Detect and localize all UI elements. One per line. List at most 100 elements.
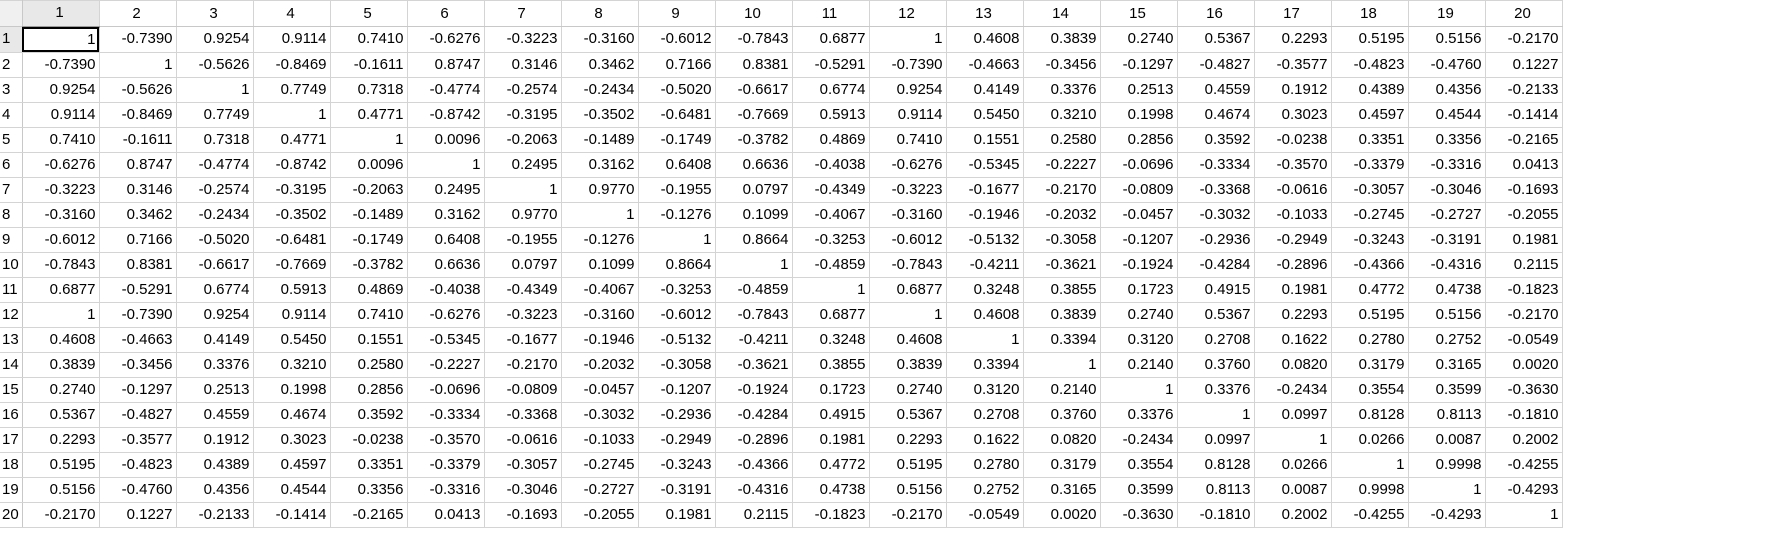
cell-r13-c4[interactable]: 0.5450 xyxy=(253,327,331,353)
cell-r7-c6[interactable]: 0.2495 xyxy=(407,177,485,203)
cell-r5-c7[interactable]: -0.2063 xyxy=(484,127,562,153)
cell-r9-c14[interactable]: -0.3058 xyxy=(1023,227,1101,253)
row-header-10[interactable]: 10 xyxy=(0,252,23,278)
cell-r15-c11[interactable]: 0.1723 xyxy=(792,377,870,403)
row-header-2[interactable]: 2 xyxy=(0,52,23,78)
column-header-11[interactable]: 11 xyxy=(792,0,870,27)
cell-r7-c1[interactable]: -0.3223 xyxy=(22,177,100,203)
cell-r15-c15[interactable]: 1 xyxy=(1100,377,1178,403)
cell-r15-c2[interactable]: -0.1297 xyxy=(99,377,177,403)
cell-r15-c7[interactable]: -0.0809 xyxy=(484,377,562,403)
cell-r8-c20[interactable]: -0.2055 xyxy=(1485,202,1563,228)
cell-r4-c20[interactable]: -0.1414 xyxy=(1485,102,1563,128)
cell-r7-c12[interactable]: -0.3223 xyxy=(869,177,947,203)
cell-r1-c8[interactable]: -0.3160 xyxy=(561,26,639,53)
cell-r13-c18[interactable]: 0.2780 xyxy=(1331,327,1409,353)
cell-r4-c15[interactable]: 0.1998 xyxy=(1100,102,1178,128)
cell-r10-c6[interactable]: 0.6636 xyxy=(407,252,485,278)
column-header-12[interactable]: 12 xyxy=(869,0,947,27)
row-header-17[interactable]: 17 xyxy=(0,427,23,453)
cell-r13-c5[interactable]: 0.1551 xyxy=(330,327,408,353)
cell-r4-c19[interactable]: 0.4544 xyxy=(1408,102,1486,128)
column-header-15[interactable]: 15 xyxy=(1100,0,1178,27)
cell-r10-c15[interactable]: -0.1924 xyxy=(1100,252,1178,278)
cell-r3-c19[interactable]: 0.4356 xyxy=(1408,77,1486,103)
cell-r17-c19[interactable]: 0.0087 xyxy=(1408,427,1486,453)
cell-r20-c8[interactable]: -0.2055 xyxy=(561,502,639,528)
cell-r4-c3[interactable]: 0.7749 xyxy=(176,102,254,128)
cell-r12-c7[interactable]: -0.3223 xyxy=(484,302,562,328)
cell-r12-c11[interactable]: 0.6877 xyxy=(792,302,870,328)
cell-r5-c5[interactable]: 1 xyxy=(330,127,408,153)
cell-r11-c16[interactable]: 0.4915 xyxy=(1177,277,1255,303)
column-header-9[interactable]: 9 xyxy=(638,0,716,27)
row-header-14[interactable]: 14 xyxy=(0,352,23,378)
cell-r8-c19[interactable]: -0.2727 xyxy=(1408,202,1486,228)
cell-r6-c18[interactable]: -0.3379 xyxy=(1331,152,1409,178)
cell-r19-c5[interactable]: 0.3356 xyxy=(330,477,408,503)
cell-r5-c20[interactable]: -0.2165 xyxy=(1485,127,1563,153)
cell-r7-c11[interactable]: -0.4349 xyxy=(792,177,870,203)
cell-r15-c1[interactable]: 0.2740 xyxy=(22,377,100,403)
cell-r4-c13[interactable]: 0.5450 xyxy=(946,102,1024,128)
cell-r5-c2[interactable]: -0.1611 xyxy=(99,127,177,153)
cell-r8-c5[interactable]: -0.1489 xyxy=(330,202,408,228)
cell-r9-c10[interactable]: 0.8664 xyxy=(715,227,793,253)
cell-r5-c15[interactable]: 0.2856 xyxy=(1100,127,1178,153)
cell-r3-c11[interactable]: 0.6774 xyxy=(792,77,870,103)
cell-r1-c2[interactable]: -0.7390 xyxy=(99,26,177,53)
cell-r10-c19[interactable]: -0.4316 xyxy=(1408,252,1486,278)
cell-r20-c14[interactable]: 0.0020 xyxy=(1023,502,1101,528)
cell-r18-c8[interactable]: -0.2745 xyxy=(561,452,639,478)
cell-r1-c6[interactable]: -0.6276 xyxy=(407,26,485,53)
cell-r18-c17[interactable]: 0.0266 xyxy=(1254,452,1332,478)
cell-r1-c11[interactable]: 0.6877 xyxy=(792,26,870,53)
cell-r4-c12[interactable]: 0.9114 xyxy=(869,102,947,128)
cell-r2-c5[interactable]: -0.1611 xyxy=(330,52,408,78)
cell-r14-c14[interactable]: 1 xyxy=(1023,352,1101,378)
cell-r5-c12[interactable]: 0.7410 xyxy=(869,127,947,153)
cell-r19-c1[interactable]: 0.5156 xyxy=(22,477,100,503)
cell-r2-c13[interactable]: -0.4663 xyxy=(946,52,1024,78)
cell-r15-c9[interactable]: -0.1207 xyxy=(638,377,716,403)
cell-r11-c14[interactable]: 0.3855 xyxy=(1023,277,1101,303)
cell-r6-c16[interactable]: -0.3334 xyxy=(1177,152,1255,178)
cell-r20-c18[interactable]: -0.4255 xyxy=(1331,502,1409,528)
cell-r14-c7[interactable]: -0.2170 xyxy=(484,352,562,378)
cell-r1-c20[interactable]: -0.2170 xyxy=(1485,26,1563,53)
cell-r14-c13[interactable]: 0.3394 xyxy=(946,352,1024,378)
column-header-10[interactable]: 10 xyxy=(715,0,793,27)
cell-r17-c4[interactable]: 0.3023 xyxy=(253,427,331,453)
cell-r9-c9[interactable]: 1 xyxy=(638,227,716,253)
cell-r16-c19[interactable]: 0.8113 xyxy=(1408,402,1486,428)
cell-r16-c15[interactable]: 0.3376 xyxy=(1100,402,1178,428)
cell-r18-c2[interactable]: -0.4823 xyxy=(99,452,177,478)
cell-r3-c1[interactable]: 0.9254 xyxy=(22,77,100,103)
cell-r17-c17[interactable]: 1 xyxy=(1254,427,1332,453)
cell-r13-c17[interactable]: 0.1622 xyxy=(1254,327,1332,353)
cell-r20-c7[interactable]: -0.1693 xyxy=(484,502,562,528)
column-header-7[interactable]: 7 xyxy=(484,0,562,27)
cell-r5-c4[interactable]: 0.4771 xyxy=(253,127,331,153)
cell-r1-c17[interactable]: 0.2293 xyxy=(1254,26,1332,53)
cell-r20-c10[interactable]: 0.2115 xyxy=(715,502,793,528)
cell-r11-c1[interactable]: 0.6877 xyxy=(22,277,100,303)
cell-r9-c1[interactable]: -0.6012 xyxy=(22,227,100,253)
cell-r14-c10[interactable]: -0.3621 xyxy=(715,352,793,378)
cell-r15-c6[interactable]: -0.0696 xyxy=(407,377,485,403)
cell-r18-c20[interactable]: -0.4255 xyxy=(1485,452,1563,478)
cell-r20-c19[interactable]: -0.4293 xyxy=(1408,502,1486,528)
cell-r12-c8[interactable]: -0.3160 xyxy=(561,302,639,328)
cell-r17-c6[interactable]: -0.3570 xyxy=(407,427,485,453)
cell-r5-c11[interactable]: 0.4869 xyxy=(792,127,870,153)
cell-r19-c11[interactable]: 0.4738 xyxy=(792,477,870,503)
cell-r12-c19[interactable]: 0.5156 xyxy=(1408,302,1486,328)
column-header-1[interactable]: 1 xyxy=(22,0,100,28)
row-header-20[interactable]: 20 xyxy=(0,502,23,528)
cell-r9-c11[interactable]: -0.3253 xyxy=(792,227,870,253)
cell-r7-c15[interactable]: -0.0809 xyxy=(1100,177,1178,203)
cell-r14-c11[interactable]: 0.3855 xyxy=(792,352,870,378)
cell-r20-c6[interactable]: 0.0413 xyxy=(407,502,485,528)
cell-r16-c4[interactable]: 0.4674 xyxy=(253,402,331,428)
cell-r12-c17[interactable]: 0.2293 xyxy=(1254,302,1332,328)
